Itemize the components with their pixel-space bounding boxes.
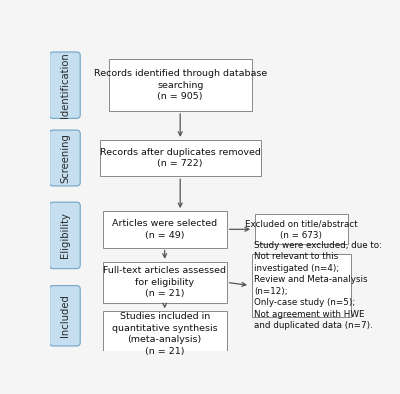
FancyBboxPatch shape bbox=[103, 211, 227, 247]
FancyBboxPatch shape bbox=[50, 286, 80, 346]
Text: Records identified through database
searching
(n = 905): Records identified through database sear… bbox=[94, 69, 267, 101]
Text: Identification: Identification bbox=[60, 52, 70, 118]
FancyBboxPatch shape bbox=[50, 202, 80, 269]
Text: Included: Included bbox=[60, 294, 70, 337]
Text: Studies included in
quantitative synthesis
(meta-analysis)
(n = 21): Studies included in quantitative synthes… bbox=[112, 312, 218, 356]
Text: Full-text articles assessed
for eligibility
(n = 21): Full-text articles assessed for eligibil… bbox=[103, 266, 226, 298]
Text: Articles were selected
(n = 49): Articles were selected (n = 49) bbox=[112, 219, 217, 240]
FancyBboxPatch shape bbox=[109, 59, 252, 111]
FancyBboxPatch shape bbox=[50, 130, 80, 186]
FancyBboxPatch shape bbox=[103, 311, 227, 357]
Text: Screening: Screening bbox=[60, 133, 70, 183]
Text: Eligibility: Eligibility bbox=[60, 212, 70, 258]
FancyBboxPatch shape bbox=[255, 214, 348, 244]
Text: Records after duplicates removed
(n = 722): Records after duplicates removed (n = 72… bbox=[100, 148, 261, 168]
Text: Excluded on title/abstract
(n = 673): Excluded on title/abstract (n = 673) bbox=[245, 219, 358, 240]
FancyBboxPatch shape bbox=[252, 254, 351, 317]
Text: Study were excluded, due to:
Not relevant to this
investigated (n=4);
Review and: Study were excluded, due to: Not relevan… bbox=[254, 241, 382, 330]
FancyBboxPatch shape bbox=[50, 52, 80, 119]
FancyBboxPatch shape bbox=[100, 140, 261, 176]
FancyBboxPatch shape bbox=[103, 262, 227, 303]
